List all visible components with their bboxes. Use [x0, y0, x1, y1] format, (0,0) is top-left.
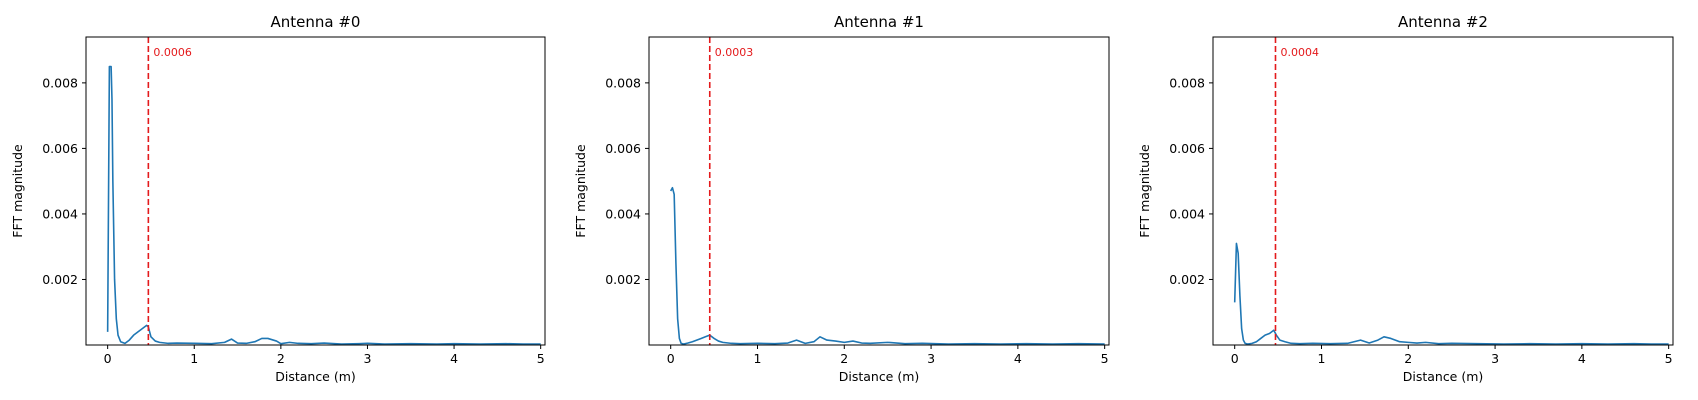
y-tick-label: 0.006: [605, 141, 641, 156]
x-tick-label: 3: [1491, 351, 1499, 366]
x-tick-label: 2: [1404, 351, 1412, 366]
series-line: [1233, 242, 1669, 345]
plot-frame: [85, 36, 546, 346]
x-tick-label: 2: [840, 351, 848, 366]
series-line: [106, 65, 541, 345]
y-tick-label: 0.002: [42, 272, 78, 287]
x-tick-label: 5: [537, 351, 545, 366]
x-tick-label: 1: [754, 351, 762, 366]
chart-title: Antenna #2: [1398, 13, 1488, 31]
y-tick-label: 0.004: [1169, 206, 1205, 221]
y-tick-label: 0.008: [1169, 75, 1205, 90]
x-tick-label: 4: [1014, 351, 1022, 366]
y-tick-label: 0.006: [1169, 141, 1205, 156]
y-axis-label: FFT magnitude: [1137, 144, 1152, 238]
plot-frame: [648, 36, 1110, 346]
y-tick-label: 0.002: [1169, 272, 1205, 287]
x-tick-label: 4: [1578, 351, 1586, 366]
y-tick-label: 0.002: [605, 272, 641, 287]
x-tick-label: 0: [667, 351, 675, 366]
peak-value-label: 0.0004: [1280, 46, 1319, 59]
y-axis-label: FFT magnitude: [10, 144, 25, 238]
series-line: [669, 186, 1105, 345]
x-tick-label: 2: [277, 351, 285, 366]
y-tick-label: 0.008: [605, 75, 641, 90]
x-tick-label: 0: [104, 351, 112, 366]
x-tick-label: 4: [450, 351, 458, 366]
y-tick-label: 0.006: [42, 141, 78, 156]
y-tick-label: 0.008: [42, 75, 78, 90]
x-tick-label: 5: [1101, 351, 1109, 366]
x-axis-label: Distance (m): [839, 369, 920, 384]
peak-value-label: 0.0003: [715, 46, 754, 59]
x-axis-label: Distance (m): [275, 369, 356, 384]
x-tick-label: 0: [1231, 351, 1239, 366]
chart-panel-1: Antenna #1 0.0003 0 1 2 3 4 5 0.002 0.004 0.006 0.0…: [573, 13, 1110, 384]
chart-title: Antenna #0: [271, 13, 361, 31]
peak-value-label: 0.0006: [153, 46, 192, 59]
x-tick-label: 5: [1665, 351, 1673, 366]
plot-frame: [1212, 36, 1674, 346]
chart-panel-2: Antenna #2 0.0004 0 1 2 3 4 5 0.002 0.004 0.006 0.0…: [1137, 13, 1674, 384]
x-tick-label: 1: [1318, 351, 1326, 366]
x-tick-label: 1: [190, 351, 198, 366]
x-tick-label: 3: [927, 351, 935, 366]
y-tick-label: 0.004: [605, 206, 641, 221]
y-axis-label: FFT magnitude: [573, 144, 588, 238]
chart-panel-0: Antenna #0 0.0006 0 1 2 3 4 5 0.002 0.004 0.006 0.0…: [10, 13, 546, 384]
x-tick-label: 3: [363, 351, 371, 366]
x-axis-label: Distance (m): [1403, 369, 1484, 384]
y-tick-label: 0.004: [42, 206, 78, 221]
chart-title: Antenna #1: [834, 13, 924, 31]
